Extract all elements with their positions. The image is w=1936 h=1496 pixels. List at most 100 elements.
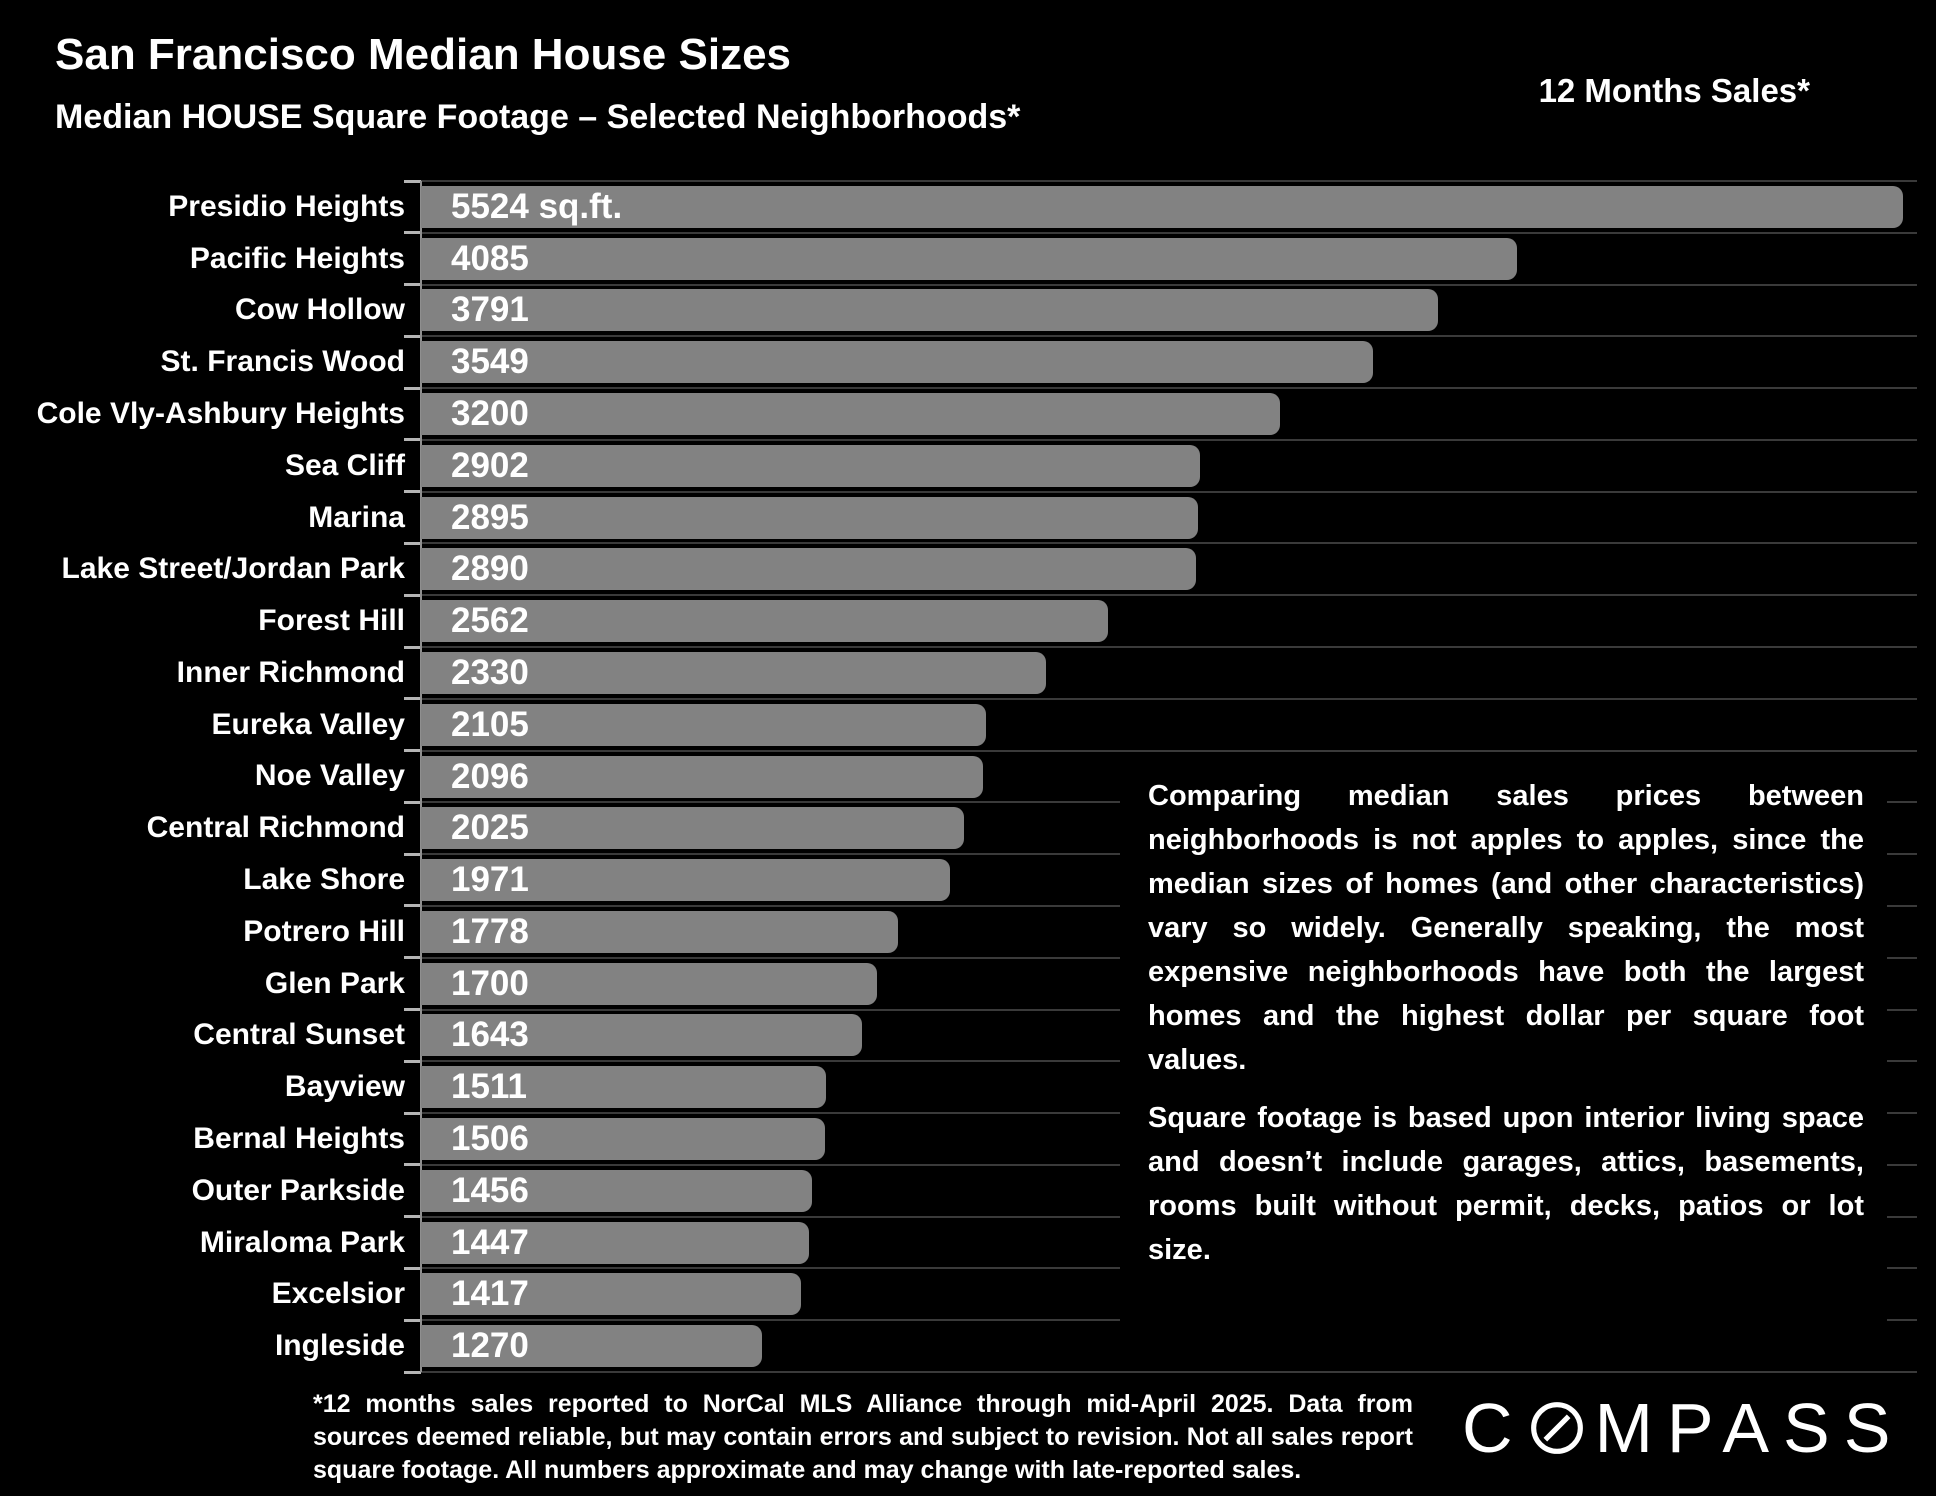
bar: 4085 — [421, 237, 1517, 280]
bar-row-label: Excelsior — [271, 1277, 405, 1311]
annotation-backdrop — [1120, 772, 1887, 1345]
bar: 2025 — [421, 807, 964, 850]
bar: 1511 — [421, 1066, 826, 1109]
bar-row-label: Pacific Heights — [189, 241, 405, 275]
axis-tick-left — [404, 749, 421, 753]
axis-tick-left — [404, 800, 421, 804]
bar-value-label: 4085 — [451, 238, 529, 278]
bar-value-label: 2890 — [451, 549, 529, 589]
compass-logo: C MPASS — [1462, 1389, 1905, 1467]
page-subtitle: Median HOUSE Square Footage – Selected N… — [55, 98, 1021, 136]
bar: 2890 — [421, 548, 1196, 591]
axis-tick-left — [404, 1370, 421, 1374]
bar-value-label: 2330 — [451, 652, 529, 692]
bar-row-label: St. Francis Wood — [160, 345, 405, 379]
axis-tick-left — [404, 283, 421, 287]
axis-tick-left — [404, 541, 421, 545]
bar-value-label: 1971 — [451, 860, 529, 900]
bar-row-label: Central Sunset — [193, 1018, 405, 1052]
bar: 1456 — [421, 1169, 812, 1212]
axis-tick-left — [404, 179, 421, 183]
bar-value-label: 1270 — [451, 1326, 529, 1366]
bar: 1778 — [421, 910, 898, 953]
bar: 1417 — [421, 1273, 801, 1316]
bar-row-label: Cow Hollow — [235, 293, 405, 327]
bar: 2096 — [421, 755, 983, 798]
row-grid-line — [421, 594, 1917, 597]
bar-value-label: 2105 — [451, 704, 529, 744]
bar-row-label: Potrero Hill — [243, 914, 405, 948]
axis-tick-left — [404, 1215, 421, 1219]
bar-value-label: 2562 — [451, 601, 529, 641]
row-grid-line — [421, 1371, 1917, 1373]
bar: 3200 — [421, 393, 1280, 436]
bar: 1643 — [421, 1014, 862, 1057]
bar: 2895 — [421, 496, 1198, 539]
row-grid-line — [421, 387, 1917, 390]
axis-tick-left — [404, 334, 421, 338]
bar-row-label: Presidio Heights — [168, 189, 405, 223]
bar: 1971 — [421, 859, 950, 902]
bar-value-label: 1778 — [451, 911, 529, 951]
axis-tick-left — [404, 904, 421, 908]
bar-row-label: Sea Cliff — [284, 448, 405, 482]
row-grid-line — [421, 231, 1917, 234]
bar-row-label: Bernal Heights — [193, 1121, 405, 1155]
bar-value-label: 2895 — [451, 497, 529, 537]
axis-tick-left — [404, 231, 421, 235]
bar-row-label: Central Richmond — [146, 811, 405, 845]
axis-tick-left — [404, 490, 421, 494]
row-grid-line — [421, 749, 1917, 752]
row-grid-line — [421, 283, 1917, 286]
bar-row-label: Glen Park — [264, 966, 405, 1000]
axis-tick-left — [404, 852, 421, 856]
bar: 2105 — [421, 703, 986, 746]
axis-tick-left — [404, 956, 421, 960]
bar-value-label: 1700 — [451, 963, 529, 1003]
axis-tick-left — [404, 1111, 421, 1115]
bar-value-label: 2025 — [451, 808, 529, 848]
bar-row-label: Marina — [308, 500, 405, 534]
bar-value-label: 1456 — [451, 1170, 529, 1210]
bar-value-label: 2096 — [451, 756, 529, 796]
bar-value-label: 2902 — [451, 445, 529, 485]
axis-tick-left — [404, 1008, 421, 1012]
bar-value-label: 3791 — [451, 290, 529, 330]
bar-row-label: Ingleside — [274, 1329, 405, 1363]
annotation-paragraph-1: Comparing median sales prices between ne… — [1148, 780, 1864, 1076]
bar: 2902 — [421, 444, 1200, 487]
axis-tick-left — [404, 1059, 421, 1063]
bar-row-label: Miraloma Park — [199, 1225, 405, 1259]
axis-tick-left — [404, 697, 421, 701]
compass-logo-suffix: MPASS — [1594, 1389, 1905, 1467]
bar-value-label: 1643 — [451, 1015, 529, 1055]
bar: 2562 — [421, 600, 1108, 643]
row-grid-line — [421, 180, 1917, 182]
bar-row-label: Eureka Valley — [211, 707, 405, 741]
bar: 1506 — [421, 1117, 825, 1160]
bar-value-label: 1417 — [451, 1274, 529, 1314]
bar-value-label: 3549 — [451, 342, 529, 382]
bar: 1270 — [421, 1325, 762, 1368]
row-grid-line — [421, 646, 1917, 649]
axis-tick-left — [404, 1163, 421, 1167]
compass-logo-prefix: C — [1462, 1389, 1527, 1467]
row-grid-line — [421, 490, 1917, 493]
bar-row-label: Cole Vly-Ashbury Heights — [36, 397, 405, 431]
bar-row-label: Forest Hill — [258, 604, 405, 638]
row-grid-line — [421, 438, 1917, 441]
bar-value-label: 3200 — [451, 394, 529, 434]
axis-tick-left — [404, 645, 421, 649]
axis-tick-left — [404, 386, 421, 390]
bar-value-label: 1447 — [451, 1222, 529, 1262]
footnote: *12 months sales reported to NorCal MLS … — [313, 1390, 1413, 1484]
bar-value-label: 5524 sq.ft. — [451, 186, 623, 226]
bar-row-label: Lake Street/Jordan Park — [61, 552, 406, 586]
compass-o-needle-icon — [1530, 1402, 1583, 1454]
bar: 1700 — [421, 962, 877, 1005]
row-grid-line — [421, 542, 1917, 545]
bar-value-label: 1506 — [451, 1118, 529, 1158]
axis-tick-left — [404, 1318, 421, 1322]
annotation-paragraph-2: Square footage is based upon interior li… — [1148, 1102, 1864, 1266]
